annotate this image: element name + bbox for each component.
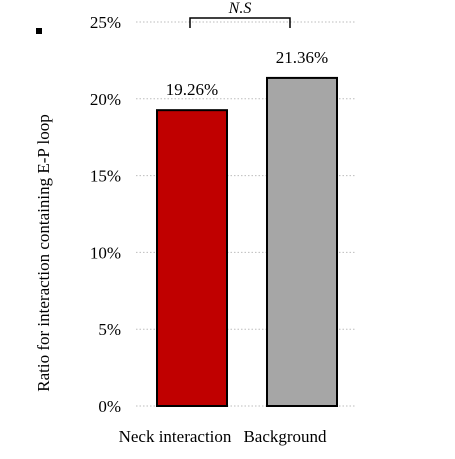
marker-square — [36, 28, 42, 34]
bars — [156, 76, 338, 407]
bar-value-label: 21.36% — [276, 48, 328, 67]
value-labels: 19.26% 21.36% — [166, 48, 328, 99]
category-labels: Neck interaction Background — [119, 427, 327, 446]
y-axis-title: Ratio for interaction containing E-P loo… — [34, 114, 53, 391]
bar — [156, 109, 228, 407]
category-label: Neck interaction — [119, 427, 232, 446]
y-tick-label: 5% — [98, 320, 121, 339]
category-label: Background — [243, 427, 327, 446]
bar — [266, 76, 338, 407]
bar-value-label: 19.26% — [166, 80, 218, 99]
significance-bracket — [189, 17, 291, 28]
y-tick-label: 25% — [90, 13, 121, 32]
significance-annotation: N.S — [189, 0, 291, 28]
significance-label: N.S — [228, 0, 252, 17]
y-tick-label: 10% — [90, 243, 121, 262]
y-axis-ticks: 0% 5% 10% 15% 20% 25% — [90, 13, 121, 416]
y-tick-label: 15% — [90, 167, 121, 186]
y-tick-label: 0% — [98, 397, 121, 416]
y-tick-label: 20% — [90, 90, 121, 109]
